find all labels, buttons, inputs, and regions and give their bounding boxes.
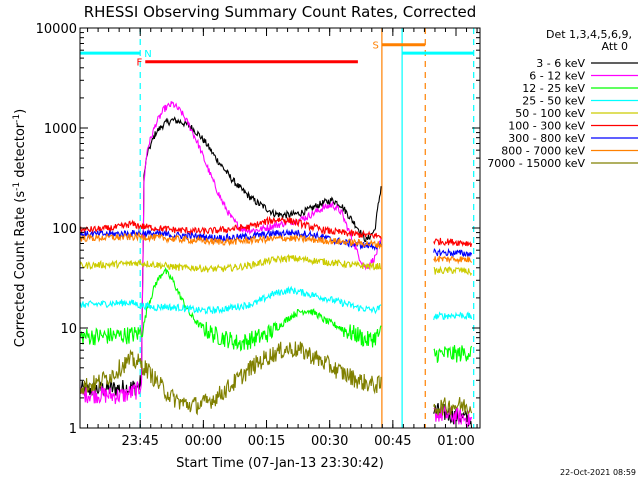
- series-line: [79, 101, 473, 429]
- legend-entry: 6 - 12 keV: [529, 70, 638, 83]
- legend-entry: 7000 - 15000 keV: [487, 157, 638, 170]
- series-path: [433, 237, 473, 248]
- series-path: [79, 231, 382, 250]
- legend-entry: 100 - 300 keV: [508, 120, 638, 133]
- x-tick-label: 00:00: [185, 434, 222, 449]
- series-line: [79, 231, 473, 265]
- x-tick-label: 01:00: [437, 434, 474, 449]
- axes: 1 10 100 1000 10000 23:45 00:00 00:15 00:30 00:45…: [36, 22, 480, 449]
- timestamp: 22-Oct-2021 08:59: [560, 468, 636, 477]
- y-tick-label: 1: [69, 422, 77, 437]
- series-path: [79, 101, 382, 405]
- legend-label: 3 - 6 keV: [536, 57, 585, 70]
- series-lines: [79, 101, 473, 429]
- x-tick-label: 00:15: [248, 434, 285, 449]
- legend-entry: 12 - 25 keV: [522, 82, 638, 95]
- series-path: [79, 253, 382, 273]
- y-tick-label: 1000: [44, 122, 77, 137]
- y-tick-label: 100: [52, 222, 77, 237]
- night-bar-label: N: [144, 49, 151, 60]
- legend-entry: 300 - 800 keV: [508, 132, 638, 145]
- series-path: [79, 285, 382, 315]
- series-line: [79, 215, 473, 248]
- series-path: [433, 405, 473, 429]
- legend-label: 12 - 25 keV: [522, 82, 585, 95]
- series-line: [79, 253, 473, 277]
- series-line: [79, 341, 473, 416]
- series-path: [79, 116, 382, 397]
- chart-title: RHESSI Observing Summary Count Rates, Co…: [84, 3, 477, 21]
- legend-title-line1: Det 1,3,4,5,6,9,: [546, 28, 632, 41]
- series-path: [433, 311, 473, 321]
- legend-label: 6 - 12 keV: [529, 70, 585, 83]
- series-path: [433, 247, 473, 258]
- saa-bar-label: S: [373, 41, 379, 52]
- series-path: [433, 397, 473, 416]
- legend-label: 800 - 7000 keV: [501, 145, 585, 158]
- flare-bar-label: F: [136, 58, 142, 69]
- series-path: [79, 341, 382, 416]
- legend-label: 300 - 800 keV: [508, 132, 585, 145]
- series-line: [79, 285, 473, 321]
- x-tick-label: 00:30: [311, 434, 348, 449]
- x-axis-label: Start Time (07-Jan-13 23:30:42): [176, 456, 384, 471]
- status-bars: NF S: [80, 41, 474, 69]
- y-tick-label: 10: [60, 322, 77, 337]
- legend-title-line2: Att 0: [602, 40, 628, 53]
- y-axis-label: Corrected Count Rate (s-1 detector-1): [12, 109, 28, 347]
- series-path: [433, 345, 473, 363]
- y-tick-label: 10000: [36, 22, 77, 37]
- legend-label: 100 - 300 keV: [508, 120, 585, 133]
- legend-entry: 25 - 50 keV: [522, 95, 638, 108]
- legend-label: 7000 - 15000 keV: [487, 157, 585, 170]
- legend-entry: 3 - 6 keV: [536, 57, 638, 70]
- legend-entry: 50 - 100 keV: [515, 107, 638, 120]
- series-path: [433, 265, 473, 277]
- x-tick-label: 00:45: [374, 434, 411, 449]
- series-path: [79, 266, 382, 352]
- legend-label: 25 - 50 keV: [522, 95, 585, 108]
- series-line: [79, 266, 473, 363]
- series-path: [79, 215, 382, 240]
- legend-label: 50 - 100 keV: [515, 107, 585, 120]
- series-path: [433, 255, 473, 265]
- legend-entry: 800 - 7000 keV: [501, 145, 638, 158]
- x-tick-label: 23:45: [121, 434, 158, 449]
